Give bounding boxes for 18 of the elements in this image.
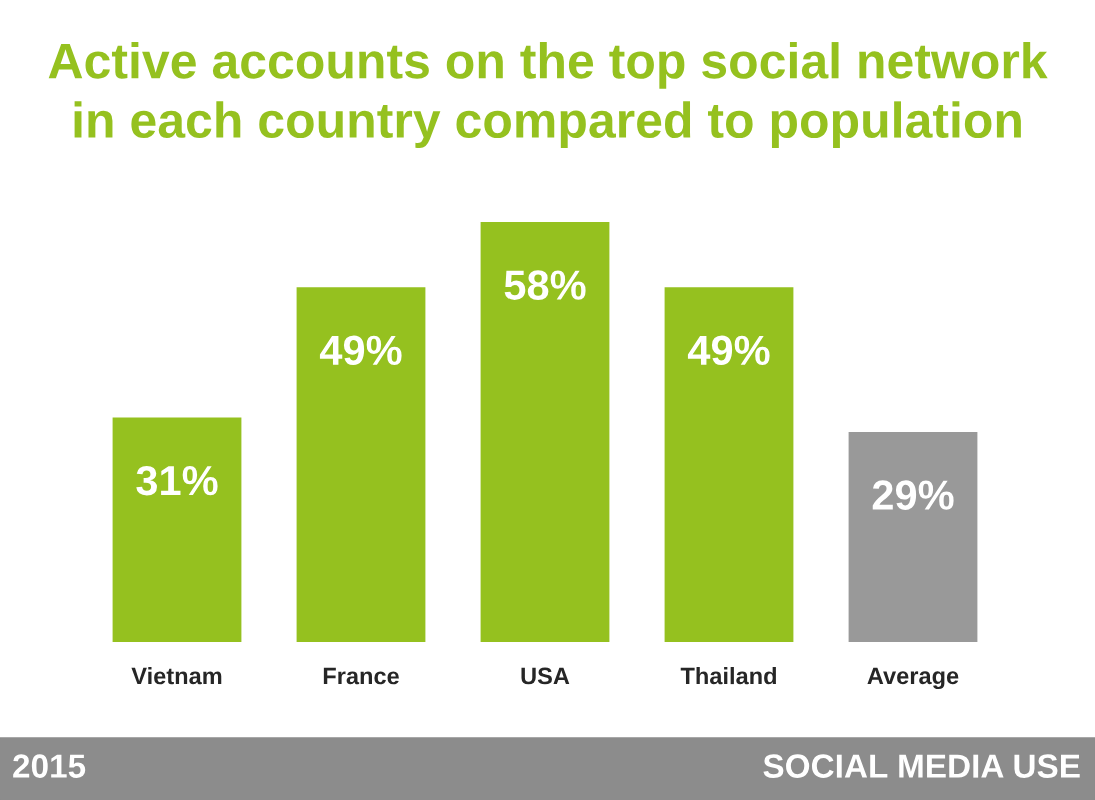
x-tick-label: France bbox=[323, 667, 399, 685]
bar bbox=[112, 417, 242, 642]
text: SOCIAL MEDIA USE bbox=[763, 754, 1080, 778]
data-label: 31% bbox=[136, 465, 218, 496]
bar bbox=[296, 287, 426, 642]
bar bbox=[848, 432, 978, 642]
data-label: 49% bbox=[319, 335, 402, 366]
data-label: 58% bbox=[504, 270, 586, 300]
x-tick-label: USA bbox=[521, 667, 570, 685]
data-label: 49% bbox=[687, 335, 770, 366]
x-tick-label: Average bbox=[867, 667, 959, 690]
bar bbox=[480, 222, 610, 642]
data-label: 29% bbox=[872, 480, 954, 510]
x-tick-label: Thailand bbox=[680, 667, 776, 685]
chart-title: Active accounts on the top social network in each country compared to population bbox=[48, 42, 1048, 148]
x-tick-label: Vietnam bbox=[131, 667, 222, 685]
text: 2015 bbox=[13, 754, 86, 778]
bar bbox=[664, 287, 794, 642]
